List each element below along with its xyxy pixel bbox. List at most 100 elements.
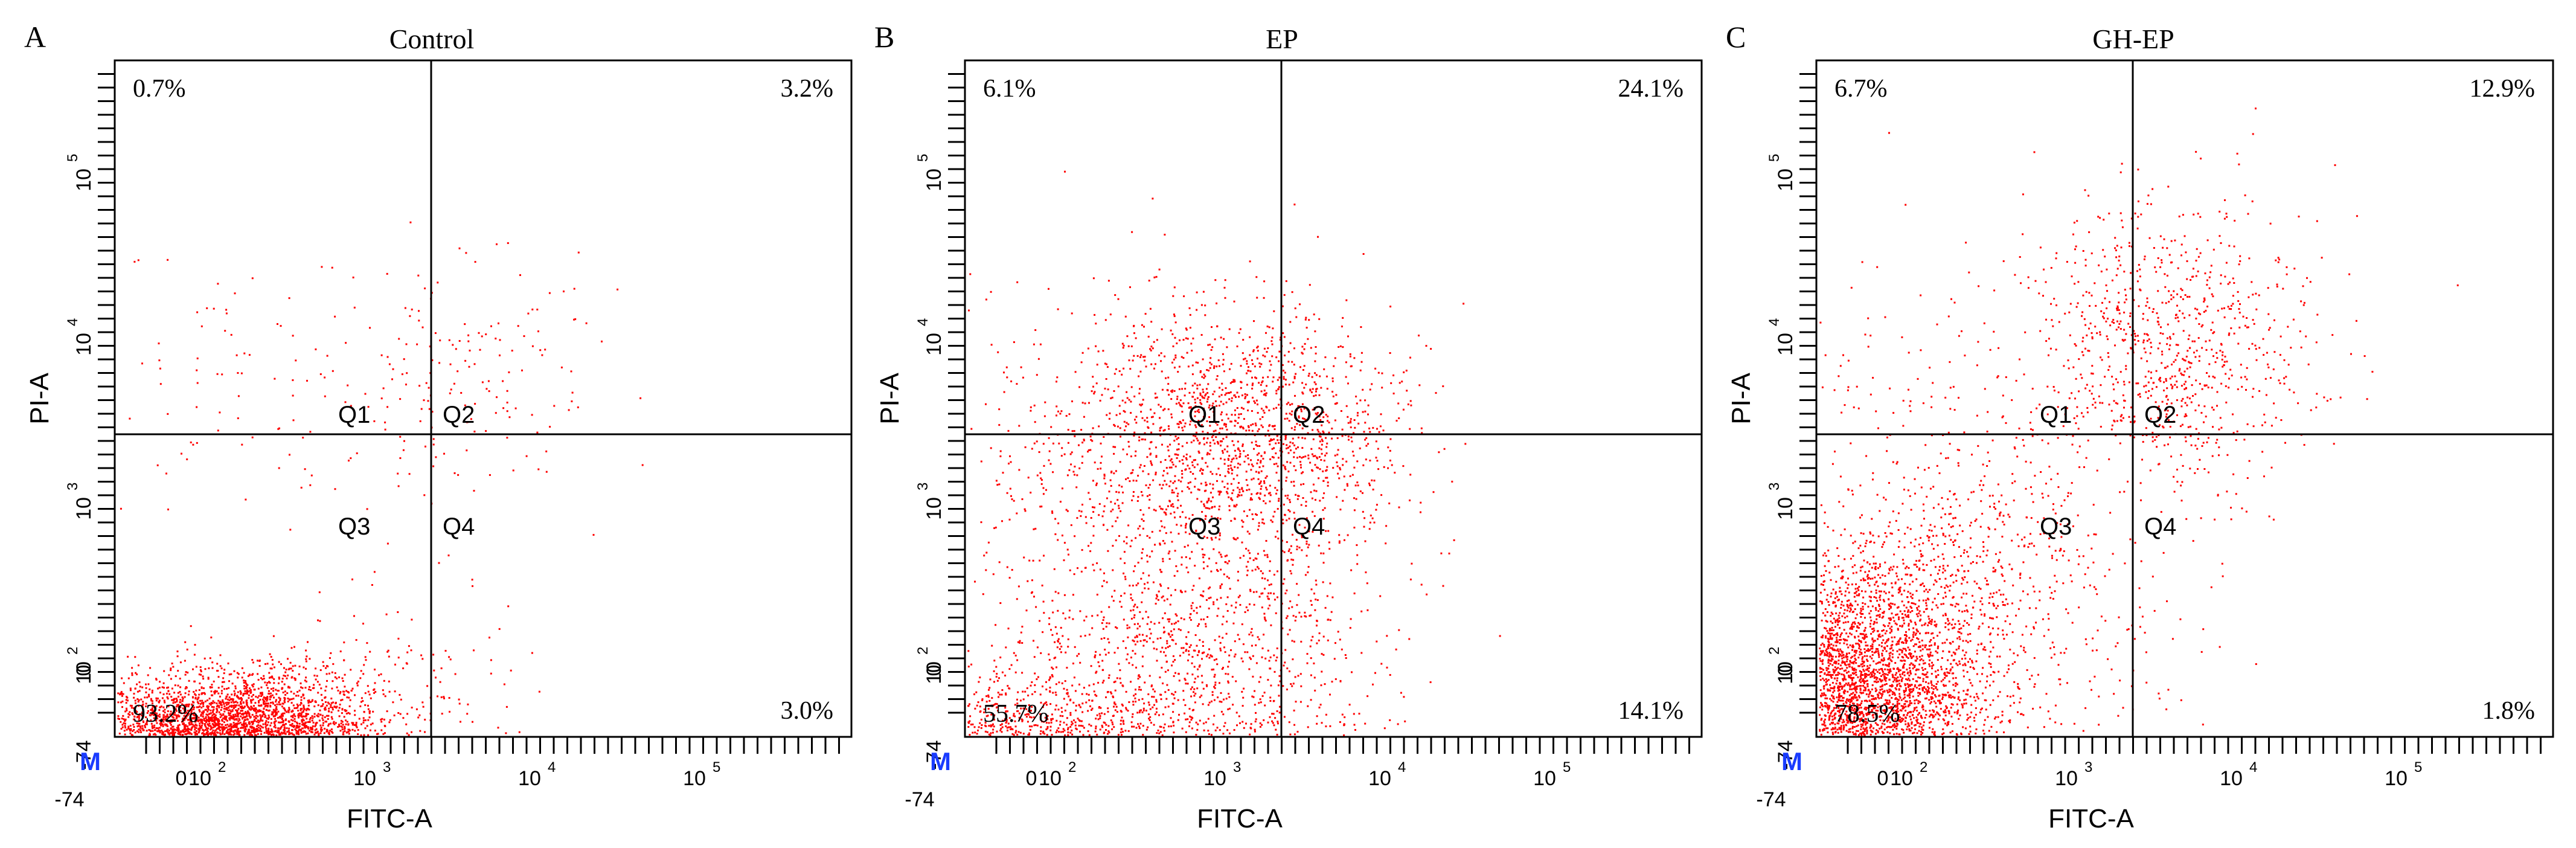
data-point	[234, 726, 236, 728]
data-point	[1289, 461, 1292, 464]
data-point	[264, 704, 267, 707]
data-point	[271, 675, 273, 678]
data-point	[1081, 402, 1084, 404]
data-point	[1241, 488, 1243, 490]
data-point	[303, 715, 305, 718]
data-point	[1095, 695, 1098, 697]
data-point	[1263, 347, 1266, 350]
data-point	[252, 729, 255, 731]
data-point	[1222, 353, 1224, 355]
data-point	[134, 731, 136, 734]
data-point	[1100, 638, 1103, 640]
data-point	[1398, 506, 1400, 509]
data-point	[1167, 408, 1170, 411]
data-point	[307, 707, 309, 710]
data-point	[298, 713, 300, 715]
data-point	[1255, 424, 1257, 426]
data-point	[380, 397, 383, 400]
data-point	[1255, 399, 1258, 402]
data-point	[266, 724, 269, 726]
data-point	[1225, 436, 1228, 438]
data-point	[1363, 525, 1365, 528]
data-point	[1008, 687, 1011, 690]
data-point	[188, 728, 191, 731]
data-point	[192, 706, 194, 708]
data-point	[141, 715, 143, 717]
data-point	[1124, 730, 1127, 732]
data-point	[190, 727, 193, 730]
data-point	[269, 676, 271, 679]
data-point	[440, 696, 443, 698]
data-point	[275, 713, 278, 716]
data-point	[203, 692, 205, 694]
data-point	[1208, 701, 1211, 704]
data-point	[1246, 570, 1249, 572]
data-point	[146, 720, 148, 722]
data-point	[1018, 712, 1020, 715]
data-point	[1185, 567, 1188, 569]
data-point	[1033, 716, 1035, 719]
data-point	[351, 578, 353, 580]
data-point	[1232, 537, 1235, 539]
data-point	[152, 733, 155, 736]
data-point	[130, 734, 133, 736]
data-point	[161, 730, 163, 732]
data-point	[198, 689, 200, 691]
data-point	[1173, 693, 1175, 696]
data-point	[1208, 406, 1210, 409]
data-point	[382, 387, 385, 390]
data-point	[181, 699, 184, 702]
data-point	[273, 678, 275, 680]
data-point	[1040, 726, 1042, 728]
data-point	[1357, 484, 1359, 487]
data-point	[1153, 367, 1155, 370]
data-point	[1263, 390, 1266, 392]
data-point	[1159, 427, 1161, 429]
data-point	[194, 644, 196, 646]
data-point	[1289, 342, 1292, 344]
data-point	[1214, 536, 1217, 539]
data-point	[266, 696, 269, 698]
data-point	[312, 699, 313, 701]
data-point	[1420, 501, 1422, 504]
data-point	[1356, 563, 1359, 565]
data-point	[208, 705, 210, 708]
data-point	[1327, 420, 1328, 422]
data-point	[1180, 480, 1182, 483]
data-point	[1138, 439, 1141, 442]
data-point	[1409, 400, 1412, 402]
data-point	[234, 694, 236, 696]
data-point	[1185, 731, 1187, 733]
data-point	[205, 725, 207, 728]
data-point	[337, 726, 339, 728]
data-point	[421, 701, 424, 704]
data-point	[200, 670, 202, 673]
data-point	[273, 710, 275, 713]
data-point	[1172, 506, 1174, 508]
data-point	[1130, 657, 1132, 659]
data-point	[995, 675, 998, 678]
data-point	[1114, 689, 1117, 692]
data-point	[294, 720, 296, 722]
data-point	[1269, 440, 1270, 442]
data-point	[1099, 728, 1101, 731]
data-point	[137, 259, 139, 262]
data-point	[1236, 407, 1238, 409]
data-point	[1065, 509, 1068, 511]
data-point	[1278, 376, 1281, 379]
data-point	[315, 678, 317, 681]
data-point	[1110, 719, 1112, 722]
data-point	[274, 711, 277, 713]
data-point	[1117, 734, 1120, 736]
data-point	[1046, 718, 1049, 721]
data-point	[343, 641, 345, 644]
data-point	[1227, 673, 1229, 675]
data-point	[225, 724, 227, 727]
data-point	[190, 721, 193, 724]
data-point	[249, 732, 252, 734]
data-point	[1141, 698, 1144, 700]
data-point	[1265, 392, 1267, 394]
data-point	[1402, 408, 1405, 411]
data-point	[1257, 567, 1260, 570]
data-point	[269, 705, 272, 708]
